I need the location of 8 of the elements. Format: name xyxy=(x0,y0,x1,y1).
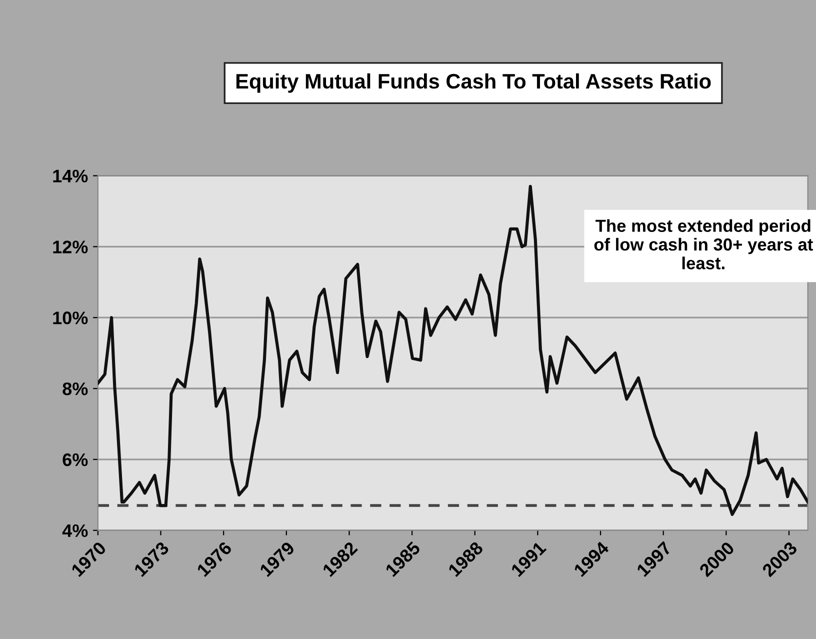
y-tick-label: 8% xyxy=(62,382,88,396)
y-tick-label: 14% xyxy=(53,170,88,182)
y-tick-label: 12% xyxy=(53,240,88,254)
chart-title: Equity Mutual Funds Cash To Total Assets Ratio xyxy=(236,73,711,93)
y-tick-label: 4% xyxy=(62,524,88,538)
y-tick-label: 6% xyxy=(62,453,88,466)
y-tick-label: 10% xyxy=(53,312,88,324)
annotation: The most extended period of low cash in 30+ years at least. xyxy=(594,219,813,270)
